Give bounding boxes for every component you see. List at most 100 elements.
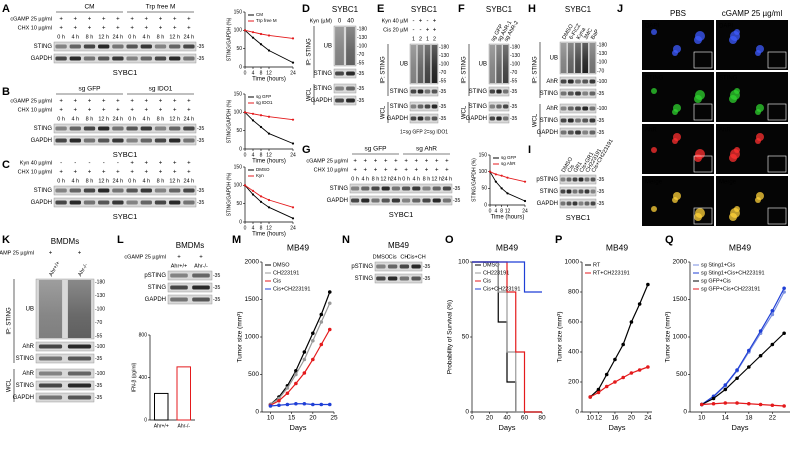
image-header: cGAMP 25 µg/ml — [722, 9, 783, 18]
blot-band — [590, 177, 596, 182]
blot-band — [590, 201, 596, 206]
blot-band — [560, 130, 567, 135]
x-tick-label: Ahr+/+ — [154, 423, 169, 429]
blot-band — [566, 189, 572, 194]
treatment-sign: + — [130, 170, 134, 176]
y-tick-label: 800 — [568, 289, 579, 296]
data-point — [327, 290, 332, 294]
blot-membrane — [333, 68, 357, 79]
treatment-sign: + — [364, 168, 368, 174]
section-label: WCL — [307, 87, 313, 101]
treatment-sign: + — [374, 159, 378, 165]
treatment-sign: - — [427, 19, 429, 25]
x-tick-label: 18 — [745, 415, 753, 422]
y-tick-label: 2000 — [673, 259, 688, 266]
blot-band — [192, 285, 210, 290]
blot-band — [98, 44, 110, 49]
blot-band — [140, 126, 152, 131]
x-tick-label: 12 — [266, 70, 272, 76]
cell-signal — [672, 138, 678, 144]
band-label: STING — [469, 89, 488, 95]
data-point — [267, 115, 271, 118]
blot-membrane — [409, 101, 439, 112]
treatment-label: Kyn 40 µg/ml — [20, 160, 52, 166]
blot-band — [361, 186, 370, 191]
mw-marker: -100 — [357, 43, 367, 49]
blot-band — [496, 104, 502, 109]
treatment-sign: + — [173, 108, 177, 114]
mw-marker: -130 — [439, 53, 449, 59]
panel-letter: I — [528, 144, 531, 156]
panel-letter: P — [555, 234, 562, 246]
blot-band — [183, 188, 195, 193]
blot-band — [589, 91, 596, 96]
lane-label: 0 h — [57, 116, 65, 122]
ub-smear — [424, 45, 431, 83]
blot-band — [589, 118, 596, 123]
data-point — [251, 31, 255, 34]
data-point — [285, 402, 290, 407]
band-label: UB — [400, 62, 408, 68]
x-tick-label: 15 — [288, 415, 296, 422]
lane-label: 8 h — [86, 34, 94, 40]
treatment-sign: + — [74, 108, 78, 114]
blot-band — [575, 79, 581, 84]
legend-label: Trp free M — [256, 18, 277, 23]
y-tick-label: 50 — [236, 128, 242, 134]
y-tick-label: 1500 — [245, 296, 260, 303]
lane-label: Cis — [567, 164, 576, 174]
mw-marker: -35 — [439, 89, 446, 95]
micrograph — [642, 20, 714, 70]
treatment-sign: + — [102, 170, 106, 176]
x-tick-label: 10 — [587, 415, 595, 422]
y-tick-label: 0 — [484, 202, 487, 208]
data-point — [782, 404, 786, 408]
cell-signal — [672, 50, 678, 56]
data-point — [251, 112, 255, 115]
inset — [693, 155, 713, 173]
band-label: STING — [330, 186, 349, 192]
data-point — [699, 402, 704, 407]
ub-smear — [589, 43, 596, 73]
ub-smear — [431, 45, 438, 83]
blot-membrane — [35, 392, 95, 403]
treatment-sign: + — [159, 161, 163, 167]
blot-membrane — [53, 135, 197, 146]
data-point — [277, 398, 281, 403]
blot-title: BMDMs — [176, 241, 204, 250]
chart-title: MB49 — [496, 242, 518, 252]
group-header: CM — [84, 4, 94, 11]
data-point — [723, 401, 728, 405]
blot-caption: SYBC1 — [389, 210, 414, 219]
data-point — [294, 381, 298, 386]
legend-label: Cis+CH223191 — [483, 286, 520, 292]
lane-label: 8 h — [86, 178, 94, 184]
treatment-label: CHX 10 µg/ml — [18, 169, 52, 175]
section-label: IP: STING — [307, 38, 313, 66]
data-point — [770, 312, 775, 317]
x-tick-label: 24 — [290, 152, 296, 158]
lane-label: 4 h — [71, 178, 79, 184]
chart-title: MB49 — [606, 242, 628, 252]
mw-marker: -35 — [197, 44, 204, 50]
ub-smear — [38, 280, 63, 338]
lane-label: 24 h — [113, 34, 124, 40]
lane-label: Cis+CH — [407, 254, 426, 260]
blot-band — [412, 186, 421, 191]
y-tick-label: 150 — [234, 9, 243, 15]
mw-marker: -35 — [423, 264, 430, 270]
treatment-sign: - — [413, 19, 415, 25]
lane-label: 24 h — [442, 176, 453, 182]
x-tick-label: 12 — [266, 225, 272, 231]
blot-band — [402, 186, 411, 191]
mw-marker: -35 — [197, 200, 204, 206]
blot-band — [572, 201, 578, 206]
cell-signal — [694, 36, 702, 44]
channel-label: AhR — [645, 128, 657, 134]
band-label: STING — [390, 89, 409, 95]
blot-band — [112, 188, 124, 193]
legend-label: Cis+CH223191 — [273, 286, 310, 292]
ub-smear — [335, 27, 344, 65]
treatment-label: cGAMP 25 µg/ml — [10, 98, 52, 104]
x-tick-label: 25 — [330, 415, 338, 422]
